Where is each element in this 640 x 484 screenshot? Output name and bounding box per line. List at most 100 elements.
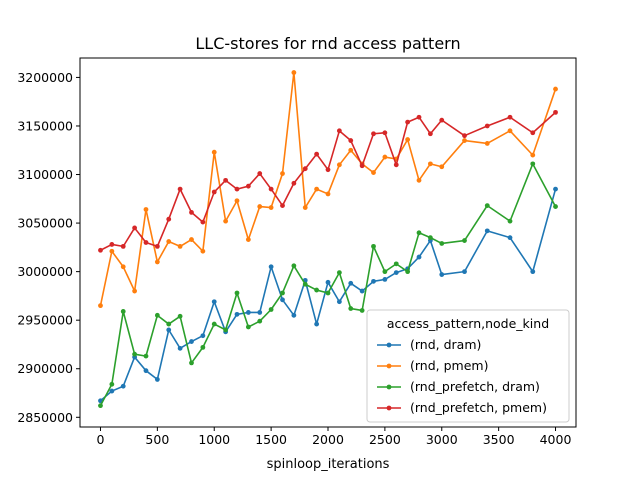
legend-title: access_pattern,node_kind — [387, 316, 549, 331]
data-point — [314, 186, 320, 192]
data-point — [439, 117, 445, 123]
data-point — [553, 86, 558, 92]
data-point — [325, 191, 331, 197]
data-point — [416, 254, 422, 260]
data-point — [484, 141, 490, 146]
data-point — [530, 130, 536, 136]
data-point — [348, 147, 354, 153]
legend-swatch-marker — [386, 405, 392, 411]
data-point — [530, 152, 536, 158]
legend-box — [366, 309, 570, 423]
data-point — [371, 170, 376, 175]
data-point — [132, 288, 138, 294]
x-tick-label: 4000 — [540, 432, 572, 447]
data-point — [325, 279, 331, 285]
data-point — [405, 269, 411, 275]
data-point — [280, 290, 285, 296]
data-point — [336, 162, 342, 168]
data-point — [143, 207, 149, 212]
data-point — [291, 263, 297, 269]
data-point — [462, 238, 467, 243]
data-point — [257, 204, 263, 209]
data-point — [291, 70, 297, 75]
data-point — [211, 321, 217, 327]
x-tick-label: 1500 — [255, 432, 287, 447]
data-point — [257, 171, 263, 176]
data-point — [132, 225, 138, 231]
data-point — [98, 303, 103, 309]
data-point — [200, 344, 206, 350]
data-point — [462, 133, 467, 139]
data-point — [120, 383, 126, 389]
data-point — [359, 308, 365, 313]
data-point — [382, 130, 388, 136]
x-tick-label: 3500 — [483, 432, 515, 447]
y-tick-label: 3050000 — [17, 216, 73, 231]
data-point — [382, 277, 388, 282]
data-point — [234, 290, 240, 296]
data-point — [507, 218, 513, 224]
data-point — [154, 259, 160, 265]
data-point — [245, 324, 251, 330]
data-point — [109, 388, 115, 394]
series-1 — [98, 70, 558, 309]
data-point — [393, 162, 399, 168]
x-tick-label: 2000 — [312, 432, 344, 447]
x-tick-label: 2500 — [369, 432, 401, 447]
data-point — [336, 128, 342, 134]
legend-swatch-marker — [386, 384, 392, 390]
data-point — [166, 327, 172, 333]
data-point — [553, 109, 558, 115]
data-point — [484, 123, 490, 129]
series-line — [100, 111, 557, 251]
series-line — [99, 71, 557, 306]
data-point — [291, 180, 297, 186]
data-point — [291, 312, 297, 318]
data-point — [484, 228, 490, 234]
data-point — [280, 171, 285, 176]
data-point — [166, 321, 172, 327]
data-point — [427, 235, 433, 241]
data-point — [348, 138, 354, 143]
data-point — [211, 149, 217, 155]
axes-layer: 0 500 1000 1500 2000 2500 3000 3500 4000 2850000 2… — [17, 70, 571, 447]
data-point — [120, 243, 126, 249]
y-tick-label: 2900000 — [17, 361, 73, 376]
data-point — [393, 270, 399, 276]
data-point — [166, 239, 172, 244]
series-2 — [98, 161, 558, 409]
x-axis-label: spinloop_iterations — [267, 457, 390, 472]
data-point — [484, 203, 490, 209]
data-point — [120, 264, 126, 270]
y-tick-label: 3150000 — [17, 118, 73, 133]
y-tick-label: 2950000 — [17, 313, 73, 328]
data-point — [382, 269, 388, 275]
data-point — [268, 307, 274, 312]
data-point — [393, 261, 399, 267]
data-point — [154, 312, 160, 318]
data-point — [109, 381, 115, 387]
data-point — [348, 280, 354, 286]
data-point — [120, 309, 126, 314]
data-point — [530, 269, 536, 275]
data-point — [143, 353, 149, 359]
data-point — [507, 235, 513, 241]
legend-entry: (rnd_prefetch, pmem) — [410, 400, 547, 415]
legend-entry: (rnd_prefetch, dram) — [410, 379, 540, 394]
data-point — [371, 131, 376, 137]
data-point — [280, 203, 285, 209]
data-point — [336, 299, 342, 305]
data-point — [302, 281, 308, 287]
data-point — [325, 290, 331, 296]
data-point — [314, 321, 320, 327]
data-point — [553, 204, 558, 209]
data-point — [405, 137, 411, 142]
data-point — [302, 166, 308, 172]
data-point — [462, 138, 467, 143]
data-point — [416, 177, 422, 183]
data-point — [314, 151, 320, 157]
data-point — [234, 311, 240, 317]
data-point — [427, 131, 433, 137]
